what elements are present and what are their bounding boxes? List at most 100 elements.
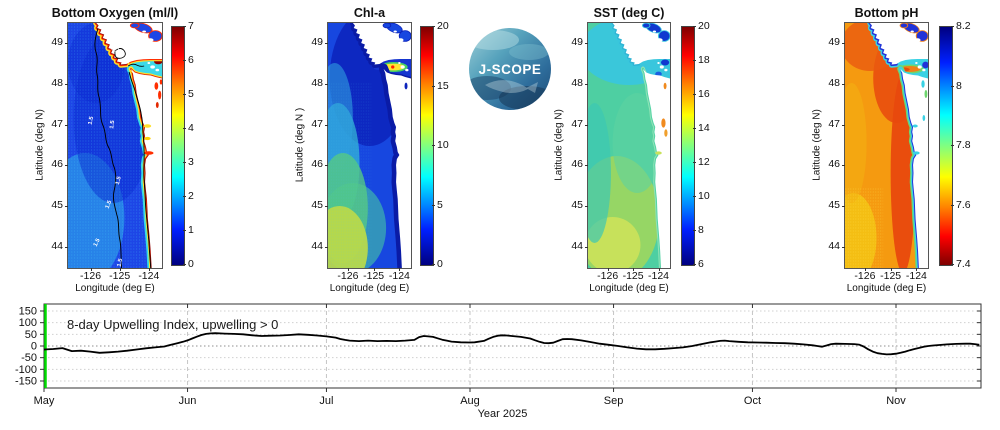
island — [150, 65, 155, 69]
lat-tick-label: 49 — [311, 36, 323, 49]
lat-tick-mark — [325, 206, 328, 208]
island — [400, 65, 405, 69]
colorbar-tick-mark — [183, 264, 186, 265]
lon-tick-label: -125 — [109, 270, 131, 282]
lat-tick-label: 44 — [571, 239, 583, 252]
colorbar-tick-mark — [693, 264, 696, 265]
colorbar-tick-label: 7.8 — [956, 139, 971, 151]
colorbar-tick-mark — [432, 145, 435, 146]
contour-value-label: 1.5 — [109, 119, 116, 129]
colorbar-tick-label: 10 — [437, 139, 449, 151]
lat-tick-mark — [585, 206, 588, 208]
sst-colorbar — [681, 26, 695, 266]
lat-tick-label: 49 — [571, 36, 583, 49]
lat-tick-mark — [585, 165, 588, 167]
y-tick-label: 0 — [31, 341, 37, 353]
lat-tick-label: 47 — [311, 117, 323, 130]
month-tick-label: Sep — [604, 395, 624, 407]
island — [910, 30, 914, 33]
puget-sound-inlet — [922, 115, 926, 121]
colorbar-tick-mark — [183, 128, 186, 129]
lon-axis-label: Longitude (deg E) — [846, 283, 927, 294]
lon-axis-label: Longitude (deg E) — [329, 283, 410, 294]
coastal-estuary — [144, 136, 151, 141]
ocean-field-region — [612, 93, 662, 193]
lat-axis-label: Latitude (deg N) — [553, 109, 565, 181]
lon-tick-mark — [864, 268, 866, 271]
lat-tick-label: 45 — [311, 199, 323, 212]
lat-tick-mark — [842, 83, 845, 85]
puget-sound-inlet — [404, 82, 408, 90]
island — [917, 65, 922, 69]
puget-sound-inlet — [158, 90, 162, 100]
lon-tick-mark — [148, 268, 150, 271]
lon-tick-mark — [658, 268, 660, 271]
lon-axis-label: Longitude (deg E) — [589, 283, 669, 294]
colorbar-tick-mark — [432, 26, 435, 27]
lat-tick-label: 45 — [571, 199, 583, 212]
colorbar-tick-mark — [693, 230, 696, 231]
oxygen-contour-nearshore — [128, 71, 152, 268]
colorbar-tick-label: 8 — [956, 79, 962, 92]
map-title-bottom-ph: Bottom pH — [854, 6, 919, 20]
upwelling-index-line — [43, 332, 980, 356]
colorbar-tick-label: 15 — [437, 79, 449, 92]
logo-light-rays — [469, 30, 519, 50]
lon-tick-mark — [373, 268, 375, 271]
colorbar-tick-label: 20 — [698, 20, 710, 32]
colorbar-tick-mark — [183, 60, 186, 61]
colorbar-tick-label: 10 — [698, 190, 710, 202]
colorbar-tick-label: 7.4 — [956, 258, 971, 270]
lat-tick-label: 46 — [311, 158, 323, 171]
colorbar-tick-mark — [951, 264, 954, 265]
lon-tick-mark — [607, 268, 609, 271]
jscope-logo: J-SCOPE — [469, 28, 551, 110]
colorbar-tick-label: 6 — [698, 258, 704, 270]
colorbar-tick-label: 14 — [698, 122, 710, 134]
island — [915, 62, 918, 64]
lat-tick-mark — [65, 43, 68, 45]
strait-of-juan-de-fuca — [126, 59, 162, 79]
oxygen-contour-loop — [114, 48, 126, 59]
bottom-ph-colorbar — [939, 26, 953, 266]
lat-tick-label: 49 — [828, 36, 840, 49]
lon-tick-mark — [633, 268, 635, 271]
colorbar-tick-label: 0 — [188, 258, 194, 270]
lon-tick-label: -125 — [880, 270, 902, 282]
map-title-sst: SST (deg C) — [593, 6, 665, 20]
lon-tick-mark — [119, 268, 121, 271]
lon-tick-mark — [90, 268, 92, 271]
lat-tick-label: 47 — [828, 117, 840, 130]
lat-tick-mark — [842, 165, 845, 167]
y-tick-label: 50 — [25, 329, 37, 341]
lat-tick-mark — [325, 246, 328, 248]
ocean-field-region — [845, 83, 867, 203]
lat-tick-label: 48 — [311, 76, 323, 89]
colorbar-tick-mark — [183, 162, 186, 163]
lon-tick-label: -126 — [597, 270, 619, 282]
island — [914, 38, 921, 42]
coastal-estuary — [913, 151, 920, 155]
puget-sound-inlet — [921, 80, 925, 88]
lat-tick-mark — [585, 124, 588, 126]
bottom-ph-map — [844, 22, 929, 269]
coastal-estuary — [144, 151, 154, 155]
puget-sound-inlet — [663, 82, 667, 90]
strait-feature — [660, 59, 670, 66]
map-title-chl-a: Chl-a — [353, 6, 386, 20]
y-tick-label: -50 — [21, 352, 37, 364]
colorbar-tick-label: 16 — [698, 88, 710, 100]
lon-tick-label: -126 — [854, 270, 876, 282]
chl-a-colorbar — [420, 26, 434, 266]
island — [922, 68, 926, 72]
y-tick-label: 150 — [19, 306, 37, 318]
logo-fish-silhouette — [485, 80, 528, 93]
coastal-estuary — [143, 124, 152, 128]
puget-sound-inlet — [159, 79, 162, 85]
colorbar-tick-mark — [693, 196, 696, 197]
island — [657, 62, 660, 64]
lon-tick-label: -125 — [622, 270, 644, 282]
colorbar-tick-mark — [951, 204, 954, 206]
colorbar-tick-label: 5 — [188, 88, 194, 100]
puget-sound-inlet — [661, 118, 666, 128]
